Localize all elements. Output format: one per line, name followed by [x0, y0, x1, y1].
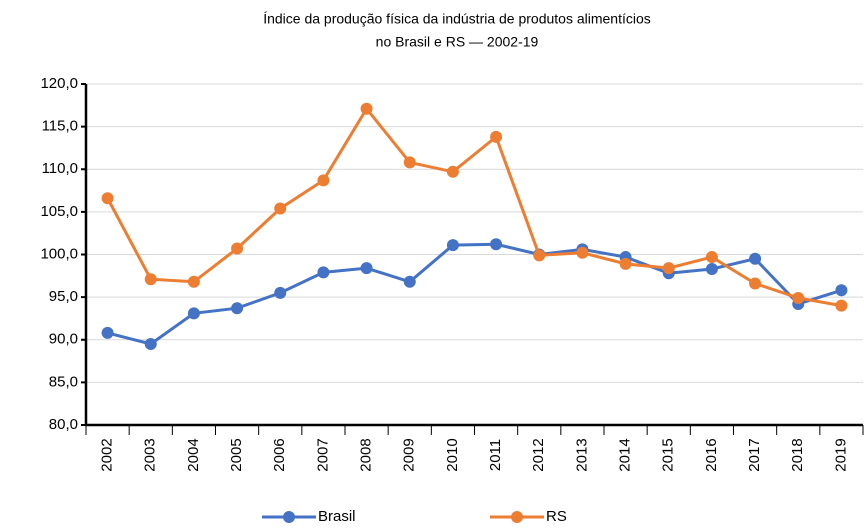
y-tick-label: 115,0 — [42, 118, 78, 135]
y-tick-label: 100,0 — [40, 245, 78, 262]
point — [403, 156, 416, 169]
x-tick-label: 2004 — [185, 438, 202, 471]
point — [317, 174, 330, 187]
point — [576, 246, 589, 259]
point — [360, 262, 373, 275]
point — [446, 165, 459, 178]
point — [231, 242, 244, 255]
series-line — [107, 242, 842, 346]
chart-title: Índice da produção física da indústria d… — [263, 11, 651, 27]
point — [490, 238, 503, 251]
x-tick-label: 2019 — [832, 438, 849, 471]
series-line — [106, 106, 842, 308]
point — [749, 277, 762, 290]
x-tick-label: 2008 — [358, 438, 375, 471]
point — [187, 307, 200, 320]
point — [835, 284, 848, 297]
x-tick-label: 2017 — [746, 438, 763, 471]
point — [144, 273, 157, 286]
point — [144, 338, 157, 351]
point — [792, 291, 805, 304]
x-tick-label: 2003 — [142, 438, 159, 471]
x-tick-label: 2009 — [401, 438, 418, 471]
y-tick-label: 105,0 — [40, 203, 78, 220]
point — [835, 299, 848, 312]
x-tick-label: 2002 — [99, 438, 116, 471]
point — [705, 251, 718, 264]
point — [619, 257, 632, 270]
legend-marker — [283, 511, 295, 523]
x-tick-label: 2015 — [660, 438, 677, 471]
point — [403, 275, 416, 288]
point — [749, 252, 762, 265]
y-tick-label: 110,0 — [42, 160, 78, 177]
y-tick-label: 90,0 — [49, 331, 78, 348]
x-tick-label: 2016 — [703, 438, 720, 471]
point — [705, 262, 718, 275]
x-tick-label: 2018 — [789, 438, 806, 471]
point — [101, 192, 114, 205]
x-tick-label: 2013 — [573, 438, 590, 471]
x-tick-label: 2007 — [314, 438, 331, 471]
point — [187, 275, 200, 288]
point — [317, 266, 330, 279]
y-tick-label: 80,0 — [49, 416, 78, 433]
legend-label: Brasil — [318, 508, 356, 525]
legend-marker — [511, 511, 523, 523]
point — [360, 102, 373, 115]
point — [274, 286, 287, 299]
legend-label: RS — [546, 508, 567, 525]
point — [446, 239, 459, 252]
point — [231, 302, 244, 315]
x-tick-label: 2014 — [617, 438, 634, 471]
point — [533, 249, 546, 262]
x-tick-label: 2011 — [487, 439, 504, 471]
point — [490, 130, 503, 143]
x-tick-label: 2012 — [530, 438, 547, 471]
x-tick-label: 2006 — [271, 438, 288, 471]
y-tick-label: 120,0 — [40, 75, 78, 92]
point — [274, 202, 287, 215]
x-tick-label: 2005 — [228, 438, 245, 471]
chart-title: no Brasil e RS — 2002-19 — [376, 34, 539, 50]
x-tick-label: 2010 — [444, 438, 461, 471]
y-tick-label: 85,0 — [49, 373, 78, 390]
y-tick-label: 95,0 — [49, 288, 78, 305]
point — [662, 262, 675, 275]
point — [101, 326, 114, 339]
